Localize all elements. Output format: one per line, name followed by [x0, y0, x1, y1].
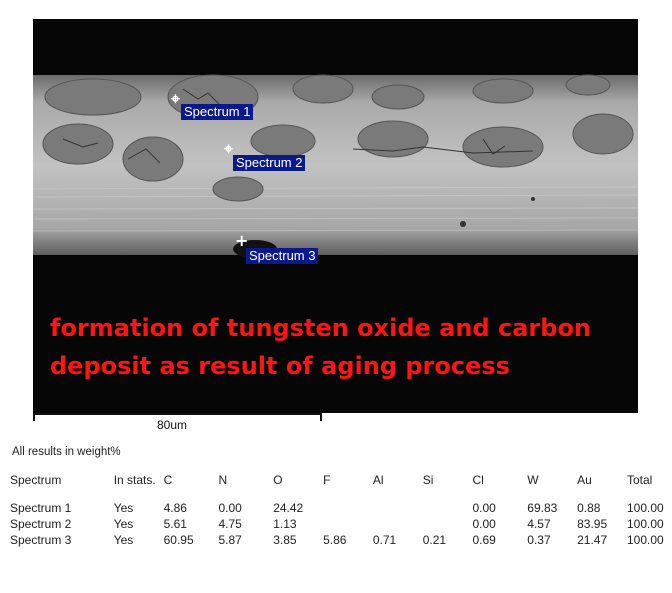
table-cell: [423, 516, 473, 532]
table-cell: 24.42: [273, 501, 304, 515]
table-cell: Spectrum 3: [10, 533, 72, 547]
sem-micrograph: ⌖ Spectrum 1 ⌖ Spectrum 2 + Spectrum 3 f…: [33, 19, 638, 413]
table-cell: Spectrum 1: [10, 501, 72, 515]
table-cell: 0.00: [218, 501, 242, 515]
column-header: N: [218, 473, 228, 487]
column-header: Si: [422, 473, 434, 487]
table-cell: 69.83: [527, 501, 558, 515]
table-cell: 4.86: [163, 501, 187, 515]
column-header: Total: [626, 473, 653, 487]
spectrum-2-marker: ⌖: [224, 139, 234, 158]
column-header: Cl: [472, 473, 484, 487]
table-cell: 21.47: [577, 533, 608, 547]
table-cell: [323, 500, 373, 516]
table-cell: 60.95: [163, 533, 194, 547]
table-row: Spectrum 3 Yes 60.95 5.87 3.85 5.86 0.71…: [10, 532, 672, 548]
table-cell: 0.37: [527, 533, 551, 547]
table-cell: 0.21: [422, 533, 447, 547]
table-cell: 0.00: [472, 517, 496, 531]
table-row: Spectrum 1 Yes 4.86 0.00 24.42 0.00 69.8…: [10, 500, 672, 516]
column-header: Au: [577, 473, 592, 487]
spectrum-1-label: Spectrum 1: [181, 104, 254, 120]
table-cell: 4.75: [218, 517, 242, 531]
table-cell: 0.00: [472, 501, 496, 515]
table-cell: Yes: [113, 533, 134, 547]
column-header: Al: [372, 473, 384, 487]
caption-line-1: formation of tungsten oxide and carbon: [50, 314, 592, 342]
table-cell: 5.87: [218, 533, 242, 547]
micrograph-caption: formation of tungsten oxide and carbon d…: [50, 309, 638, 385]
table-cell: Yes: [113, 517, 134, 531]
table-cell: 0.71: [372, 533, 397, 547]
table-cell: [423, 500, 473, 516]
table-cell: 83.95: [577, 517, 608, 531]
table-cell: 4.57: [527, 517, 551, 531]
column-header: W: [527, 473, 539, 487]
column-header: C: [163, 473, 173, 487]
spectrum-2-label: Spectrum 2: [233, 155, 306, 171]
spectrum-3-label: Spectrum 3: [246, 248, 319, 264]
column-header: In stats.: [113, 473, 156, 487]
table-cell: 100.00: [626, 533, 664, 547]
column-header: O: [273, 473, 283, 487]
table-row: Spectrum 2 Yes 5.61 4.75 1.13 0.00 4.57 …: [10, 516, 672, 532]
table-cell: 5.86: [323, 533, 347, 547]
table-cell: Spectrum 2: [10, 517, 72, 531]
results-table: Spectrum In stats. C N O F Al Si Cl W Au…: [10, 472, 672, 548]
spectrum-3-marker: +: [235, 231, 249, 250]
spectrum-1-marker: ⌖: [171, 89, 181, 108]
scale-bar-label: 80um: [157, 418, 188, 432]
results-header-row: Spectrum In stats. C N O F Al Si Cl W Au…: [10, 472, 672, 500]
column-header: F: [323, 473, 331, 487]
table-cell: 0.88: [577, 501, 601, 515]
table-cell: [323, 516, 373, 532]
caption-line-2: deposit as result of aging process: [50, 352, 510, 380]
table-cell: 100.00: [626, 501, 664, 515]
results-title: All results in weight%: [12, 446, 121, 458]
table-cell: 0.69: [472, 533, 496, 547]
table-cell: [373, 516, 423, 532]
table-cell: 5.61: [163, 517, 187, 531]
table-cell: 100.00: [626, 517, 664, 531]
scale-bar: [33, 413, 322, 421]
table-cell: 3.85: [273, 533, 297, 547]
micrograph-image: [33, 19, 638, 413]
table-cell: 1.13: [273, 517, 297, 531]
table-cell: [373, 500, 423, 516]
column-header: Spectrum: [10, 473, 62, 487]
table-cell: Yes: [113, 501, 134, 515]
